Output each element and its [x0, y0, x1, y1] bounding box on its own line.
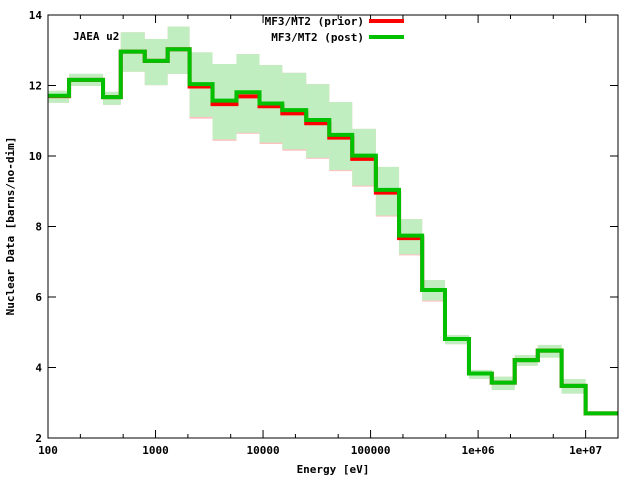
- y-tick-label: 4: [35, 362, 42, 375]
- series-lines: [48, 47, 618, 416]
- axis-ticks: 100 1000 10000 100000 1e+06 1e+07 2 4 6 8 10 12 14: [29, 9, 618, 457]
- plot-frame: [47, 14, 619, 439]
- legend: MF3/MT2 (prior) MF3/MT2 (post): [265, 15, 404, 44]
- y-tick-label: 2: [35, 432, 42, 445]
- y-tick-label: 12: [29, 80, 42, 93]
- y-axis-label: Nuclear Data [barns/no-dim]: [4, 137, 17, 316]
- x-tick-label: 1e+06: [462, 444, 495, 457]
- x-tick-label: 1e+07: [569, 444, 602, 457]
- legend-label-prior: MF3/MT2 (prior): [265, 15, 364, 28]
- uncertainty-bands: [48, 26, 618, 415]
- y-tick-label: 14: [29, 9, 43, 22]
- y-tick-label: 6: [35, 291, 42, 304]
- x-tick-label: 1000: [142, 444, 169, 457]
- x-tick-label: 10000: [246, 444, 279, 457]
- annotation-label: JAEA u2: [73, 30, 119, 43]
- y-tick-label: 10: [29, 150, 42, 163]
- x-tick-label: 100: [38, 444, 58, 457]
- y-tick-label: 8: [35, 221, 42, 234]
- x-axis-label: Energy [eV]: [297, 463, 370, 476]
- x-tick-label: 100000: [351, 444, 391, 457]
- legend-label-post: MF3/MT2 (post): [271, 31, 364, 44]
- post-step-line: [48, 47, 618, 416]
